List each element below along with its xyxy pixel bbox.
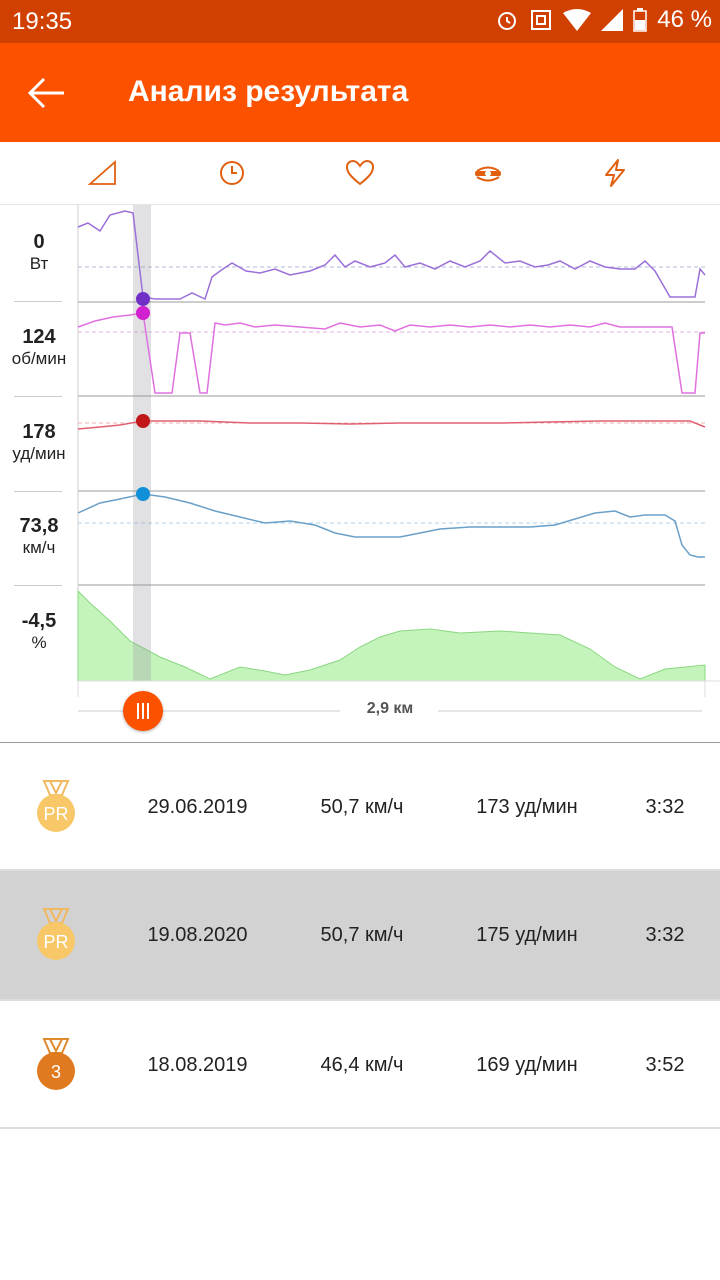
chart-canvas — [77, 205, 720, 712]
cadence-label: 124 об/мин — [11, 326, 67, 368]
speed-line — [77, 493, 705, 558]
pr-medal-icon: PR — [37, 908, 75, 960]
speed-marker — [136, 487, 150, 501]
speed-label: 73,8 км/ч — [19, 515, 59, 557]
effort-heart-rate: 173 уд/мин — [476, 796, 578, 818]
pr-medal-icon: PR — [37, 780, 75, 832]
power-marker — [136, 292, 150, 306]
svg-text:3: 3 — [51, 1062, 61, 1082]
effort-speed: 50,7 км/ч — [320, 796, 404, 818]
distance-label: 2,9 км — [366, 700, 414, 717]
page-title: Анализ результата — [128, 75, 409, 108]
effort-time: 3:32 — [645, 796, 685, 818]
svg-text:PR: PR — [43, 932, 68, 952]
power-line — [77, 210, 706, 301]
metric-tabs — [0, 142, 720, 205]
clock-icon[interactable] — [217, 158, 247, 188]
heart-label: 178 уд/мин — [12, 421, 66, 463]
elevation-icon[interactable] — [88, 158, 118, 188]
status-bar: 19:35 46 % — [0, 0, 720, 43]
analysis-chart: 0 Вт 124 об/мин 178 уд/мин 73,8 км/ч -4,5% 2… — [0, 205, 720, 743]
alarm-icon — [498, 12, 517, 30]
heart-icon[interactable] — [345, 158, 375, 188]
effort-heart-rate: 169 уд/мин — [476, 1054, 578, 1076]
bronze-medal-icon: 3 — [37, 1038, 75, 1090]
effort-row[interactable]: 3 18.08.2019 46,4 км/ч 169 уд/мин 3:52 — [0, 1001, 720, 1129]
power-label: 0 Вт — [29, 231, 49, 273]
heart-line — [77, 420, 706, 430]
effort-date: 29.06.2019 — [147, 796, 248, 818]
effort-time: 3:52 — [645, 1054, 685, 1076]
effort-speed: 46,4 км/ч — [320, 1054, 404, 1076]
effort-date: 18.08.2019 — [147, 1054, 248, 1076]
svg-text:PR: PR — [43, 804, 68, 824]
wifi-icon — [563, 9, 592, 31]
effort-time: 3:32 — [645, 924, 685, 946]
grip-icon — [137, 703, 149, 719]
effort-date: 19.08.2020 — [147, 924, 248, 946]
effort-heart-rate: 175 уд/мин — [476, 924, 578, 946]
nfc-icon — [531, 10, 552, 30]
cadence-marker — [136, 306, 150, 320]
heart-marker — [136, 414, 150, 428]
signal-icon — [601, 9, 624, 31]
app-bar: Анализ результата — [0, 43, 720, 142]
effort-speed: 50,7 км/ч — [320, 924, 404, 946]
power-icon[interactable] — [600, 158, 630, 188]
status-time: 19:35 — [12, 8, 73, 35]
position-cursor[interactable] — [133, 205, 151, 681]
effort-row-selected[interactable]: PR 19.08.2020 50,7 км/ч 175 уд/мин 3:32 — [0, 871, 720, 999]
cadence-icon[interactable] — [473, 158, 503, 188]
effort-row[interactable]: PR 29.06.2019 50,7 км/ч 173 уд/мин 3:32 — [0, 743, 720, 871]
back-arrow-icon[interactable] — [24, 69, 72, 117]
battery-icon — [633, 8, 648, 32]
cadence-line — [77, 312, 705, 394]
grade-label: -4,5% — [21, 610, 57, 652]
scrubber-handle[interactable] — [123, 691, 163, 731]
grade-area — [77, 589, 706, 682]
battery-percent: 46 % — [657, 6, 712, 33]
